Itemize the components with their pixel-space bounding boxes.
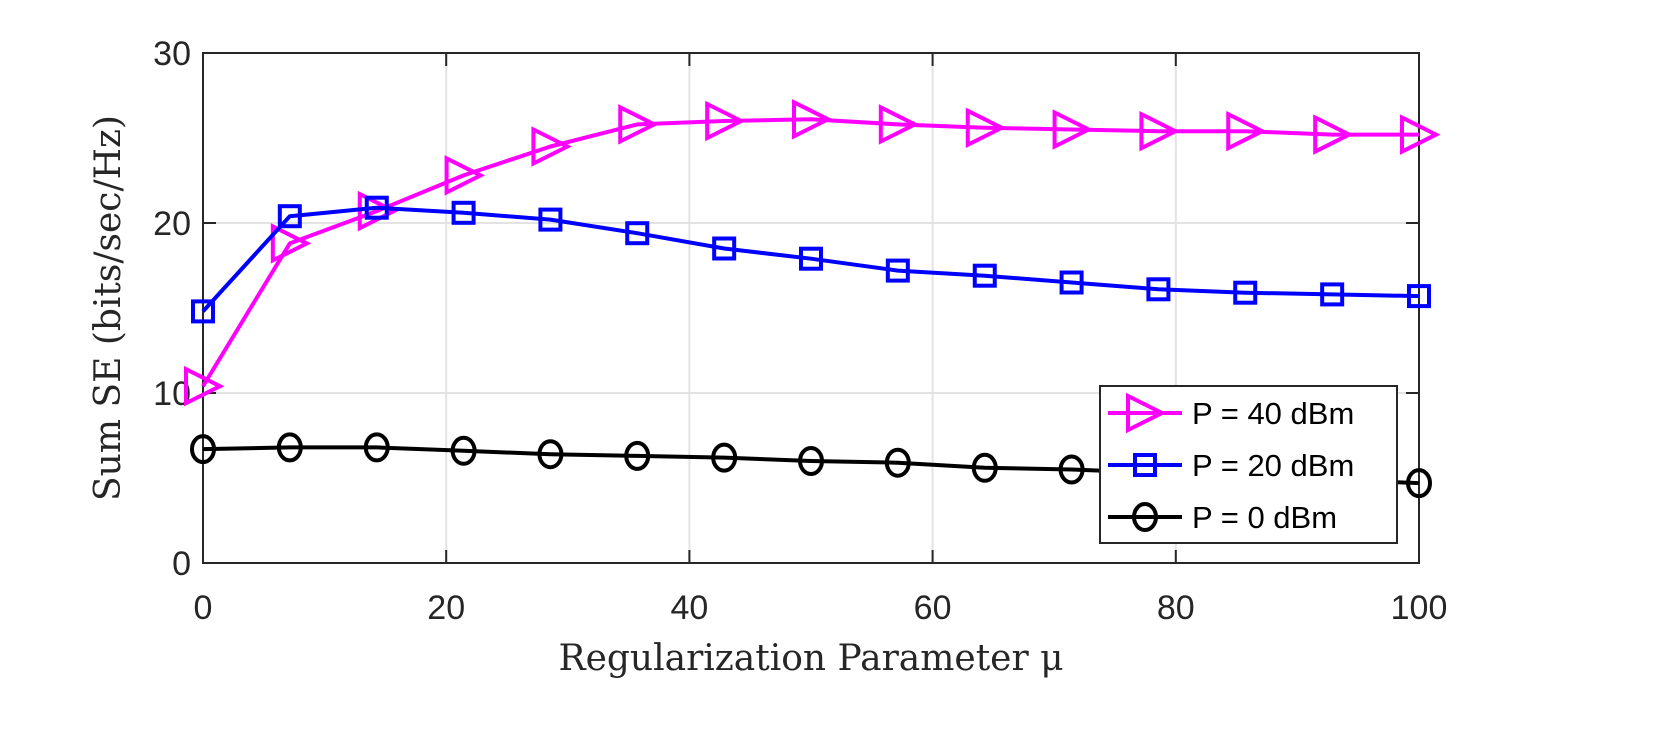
data-point xyxy=(1139,110,1180,152)
data-point xyxy=(1313,114,1354,155)
data-point xyxy=(799,246,823,271)
legend-item: P = 0 dBm xyxy=(1108,500,1337,535)
data-point xyxy=(1059,270,1084,295)
data-point xyxy=(364,195,389,220)
series-p-20-dbm xyxy=(191,195,1431,324)
data-point xyxy=(625,221,650,246)
x-tick-label: 100 xyxy=(1391,589,1448,627)
data-point xyxy=(1400,114,1441,155)
data-point xyxy=(1146,277,1171,302)
data-point xyxy=(1407,284,1431,309)
data-point xyxy=(1320,282,1345,307)
data-point xyxy=(270,223,312,264)
data-point xyxy=(884,447,911,478)
legend-marker xyxy=(1126,392,1167,434)
data-point xyxy=(276,432,303,463)
data-point xyxy=(792,99,833,140)
data-point xyxy=(972,263,997,288)
data-point xyxy=(451,200,476,225)
data-point xyxy=(885,258,910,283)
data-point xyxy=(705,100,746,142)
x-tick-label: 0 xyxy=(194,589,213,627)
x-tick-label: 60 xyxy=(914,589,952,627)
data-point xyxy=(450,435,477,466)
legend-item: P = 40 dBm xyxy=(1108,392,1354,434)
data-point xyxy=(1406,468,1432,499)
data-point xyxy=(190,434,216,465)
data-point xyxy=(277,204,302,229)
data-point xyxy=(363,432,390,463)
y-tick-label: 30 xyxy=(153,35,191,73)
data-point xyxy=(531,126,572,167)
data-point xyxy=(712,236,737,261)
data-point xyxy=(1052,109,1094,150)
data-point xyxy=(711,442,738,473)
legend-label: P = 20 dBm xyxy=(1192,448,1354,483)
data-point xyxy=(624,440,651,471)
y-tick-label: 0 xyxy=(172,545,191,583)
legend: P = 40 dBm P = 20 dBm P = 0 dBm xyxy=(1099,385,1398,544)
x-tick-label: 20 xyxy=(427,589,465,627)
data-point xyxy=(537,439,564,470)
x-tick-label: 40 xyxy=(670,589,708,627)
data-point xyxy=(798,446,824,476)
data-point xyxy=(965,107,1007,149)
x-axis-label: Regularization Parameter μ xyxy=(558,638,1063,679)
legend-label: P = 40 dBm xyxy=(1192,396,1354,431)
x-tick-label: 80 xyxy=(1157,589,1195,627)
data-point xyxy=(538,207,563,232)
y-tick-label: 20 xyxy=(153,205,191,243)
legend-label: P = 0 dBm xyxy=(1192,500,1337,535)
y-axis-label: Sum SE (bits/sec/Hz) xyxy=(88,115,129,501)
data-point xyxy=(444,155,486,196)
series-line xyxy=(201,117,1419,388)
data-point xyxy=(878,104,920,145)
legend-marker xyxy=(1133,453,1157,477)
data-point xyxy=(184,365,225,407)
data-point xyxy=(1226,110,1267,152)
series-line xyxy=(201,205,1420,313)
data-point xyxy=(1058,454,1085,485)
legend-marker xyxy=(1132,502,1158,532)
data-point xyxy=(191,299,215,324)
data-point xyxy=(618,104,659,145)
legend-item: P = 20 dBm xyxy=(1108,448,1354,483)
data-point xyxy=(1233,280,1258,305)
data-point xyxy=(971,452,998,483)
